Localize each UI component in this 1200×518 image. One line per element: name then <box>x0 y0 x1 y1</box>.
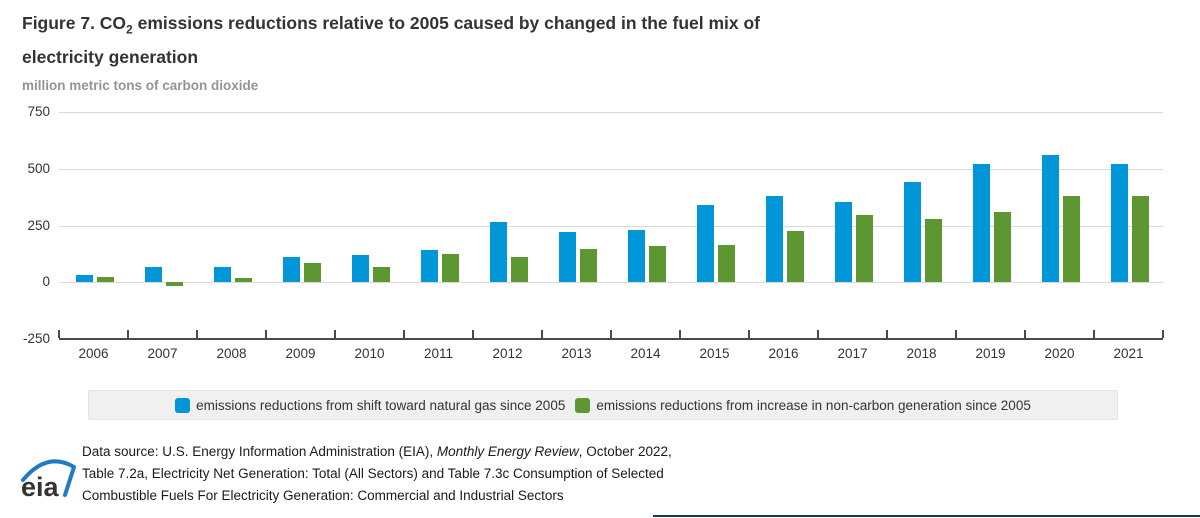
x-axis-label-2007: 2007 <box>147 346 178 361</box>
gridline <box>59 112 1163 113</box>
bar-natural-gas-2015 <box>697 205 714 283</box>
x-axis-label-2021: 2021 <box>1113 346 1144 361</box>
eia-logo-swoosh <box>21 459 76 497</box>
x-axis-tick <box>127 330 129 338</box>
x-axis-label-2010: 2010 <box>354 346 385 361</box>
gridline <box>59 225 1163 227</box>
x-axis-tick <box>265 330 267 338</box>
x-axis-label-2014: 2014 <box>630 346 661 361</box>
bar-natural-gas-2006 <box>76 275 93 283</box>
x-axis-label-2008: 2008 <box>216 346 247 361</box>
x-axis-tick <box>886 330 888 338</box>
x-axis-tick <box>817 330 819 338</box>
bar-natural-gas-2013 <box>559 232 576 283</box>
y-axis-tick-label: 0 <box>42 274 50 290</box>
chart-legend: emissions reductions from shift toward n… <box>88 390 1118 420</box>
bar-non-carbon-2021 <box>1132 195 1149 283</box>
x-axis-label-2009: 2009 <box>285 346 316 361</box>
co2-subscript: 2 <box>126 22 133 37</box>
x-axis-label-2016: 2016 <box>768 346 799 361</box>
x-axis-tick <box>748 330 750 338</box>
bar-natural-gas-2016 <box>766 195 783 283</box>
gridline <box>59 168 1163 170</box>
bar-non-carbon-2014 <box>649 245 666 283</box>
bar-non-carbon-2011 <box>442 253 459 283</box>
bar-non-carbon-2015 <box>718 244 735 283</box>
gridline <box>59 282 1163 284</box>
x-axis-tick <box>679 330 681 338</box>
x-axis-tick <box>610 330 612 338</box>
x-axis-label-2020: 2020 <box>1044 346 1075 361</box>
x-axis-label-2006: 2006 <box>78 346 109 361</box>
x-axis-label-2015: 2015 <box>699 346 730 361</box>
figure-title: Figure 7. CO2 emissions reductions relat… <box>22 10 962 71</box>
bottom-divider-line <box>653 515 1200 517</box>
x-axis-tick <box>1024 330 1026 338</box>
figure-title-line1: Figure 7. CO2 emissions reductions relat… <box>22 13 761 37</box>
data-source-line1: Data source: U.S. Energy Information Adm… <box>82 444 672 459</box>
legend-item-non-carbon: emissions reductions from increase in no… <box>575 397 1031 413</box>
bar-natural-gas-2010 <box>352 255 369 283</box>
bar-natural-gas-2012 <box>490 222 507 283</box>
legend-label: emissions reductions from shift toward n… <box>196 397 566 413</box>
x-axis-label-2017: 2017 <box>837 346 868 361</box>
x-axis-tick <box>334 330 336 338</box>
x-axis-tick <box>472 330 474 338</box>
plot-area: 750 500 250 0 -250 2006 2007 2008 2009 2010 2011 20… <box>23 104 1164 361</box>
bar-natural-gas-2014 <box>628 230 645 283</box>
y-axis-units-label: million metric tons of carbon dioxide <box>22 78 259 93</box>
bar-non-carbon-2008 <box>235 277 252 283</box>
bar-non-carbon-2016 <box>787 231 804 283</box>
x-axis-label-2011: 2011 <box>423 346 454 361</box>
x-axis-tick <box>403 330 405 338</box>
x-axis-label-2013: 2013 <box>561 346 592 361</box>
data-source-line2: Table 7.2a, Electricity Net Generation: … <box>82 466 664 481</box>
x-axis-tick <box>196 330 198 338</box>
bar-non-carbon-2019 <box>994 211 1011 283</box>
bar-non-carbon-2018 <box>925 218 942 283</box>
bar-non-carbon-2007 <box>166 282 183 286</box>
y-axis-tick-label: 500 <box>27 160 50 176</box>
data-source-note: Data source: U.S. Energy Information Adm… <box>82 441 672 507</box>
x-axis-line <box>59 338 1163 340</box>
figure-title-line2: electricity generation <box>22 46 199 67</box>
legend-label: emissions reductions from increase in no… <box>596 397 1031 413</box>
legend-swatch-icon <box>175 397 191 413</box>
bar-non-carbon-2017 <box>856 215 873 283</box>
y-axis-tick-label: -250 <box>22 331 50 346</box>
y-axis-tick-label: 750 <box>27 104 50 119</box>
y-axis-tick-label: 250 <box>27 217 50 233</box>
legend-item-natural-gas: emissions reductions from shift toward n… <box>175 397 566 413</box>
x-axis-tick <box>58 330 60 338</box>
bar-natural-gas-2018 <box>904 182 921 283</box>
bar-natural-gas-2021 <box>1111 164 1128 283</box>
bar-natural-gas-2019 <box>973 164 990 283</box>
legend-swatch-icon <box>575 397 591 413</box>
bar-natural-gas-2020 <box>1042 155 1059 283</box>
bar-non-carbon-2013 <box>580 249 597 283</box>
bar-natural-gas-2017 <box>835 201 852 283</box>
eia-logo: eia <box>21 459 76 502</box>
bar-non-carbon-2010 <box>373 267 390 283</box>
x-axis-tick <box>541 330 543 338</box>
x-axis-label-2018: 2018 <box>906 346 937 361</box>
x-axis-tick <box>1093 330 1095 338</box>
bar-natural-gas-2007 <box>145 267 162 283</box>
x-axis-label-2012: 2012 <box>492 346 523 361</box>
x-axis-label-2019: 2019 <box>975 346 1006 361</box>
bar-non-carbon-2012 <box>511 257 528 283</box>
bar-non-carbon-2009 <box>304 262 321 283</box>
bar-natural-gas-2009 <box>283 257 300 283</box>
bar-non-carbon-2006 <box>97 276 114 283</box>
x-axis-tick <box>955 330 957 338</box>
bar-natural-gas-2008 <box>214 267 231 283</box>
bar-natural-gas-2011 <box>421 250 438 283</box>
bar-non-carbon-2020 <box>1063 195 1080 283</box>
data-source-line3: Combustible Fuels For Electricity Genera… <box>82 488 564 503</box>
eia-logo-text: eia <box>21 472 60 502</box>
x-axis-tick <box>1162 330 1164 338</box>
